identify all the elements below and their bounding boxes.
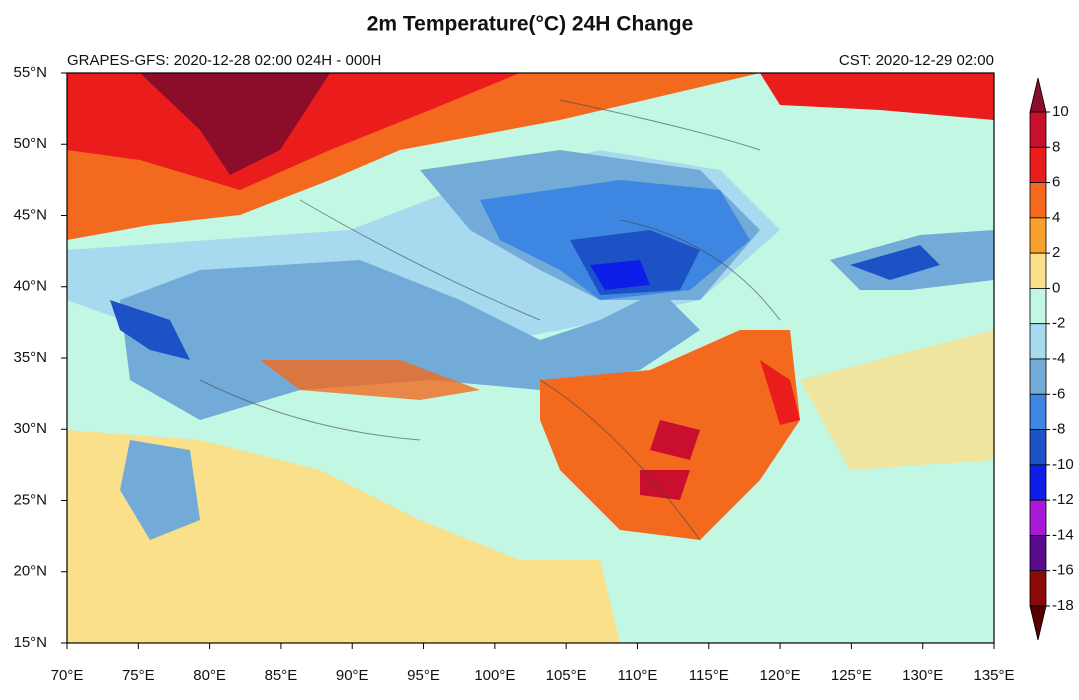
y-tick-label: 45°N xyxy=(13,206,47,223)
x-tick-label: 100°E xyxy=(474,667,515,684)
colorbar-label: -18 xyxy=(1052,597,1074,614)
x-tick-label: 75°E xyxy=(122,667,155,684)
colorbar-end xyxy=(1029,77,1047,113)
x-tick-label: 95°E xyxy=(407,667,440,684)
colorbar-bin xyxy=(1029,358,1047,395)
colorbar-label: -14 xyxy=(1052,526,1074,543)
colorbar-label: 8 xyxy=(1052,138,1060,155)
colorbar-bin xyxy=(1029,393,1047,430)
y-tick-label: 20°N xyxy=(13,563,47,580)
colorbar-label: -6 xyxy=(1052,385,1065,402)
colorbar-label: 10 xyxy=(1052,103,1069,120)
x-tick-label: 70°E xyxy=(51,667,84,684)
x-tick-label: 80°E xyxy=(193,667,226,684)
x-tick-label: 130°E xyxy=(902,667,943,684)
colorbar-bin xyxy=(1029,182,1047,219)
colorbar-bin xyxy=(1029,464,1047,501)
colorbar-label: -8 xyxy=(1052,421,1065,438)
colorbar-label: 4 xyxy=(1052,209,1060,226)
x-tick-label: 90°E xyxy=(336,667,369,684)
temperature-field xyxy=(67,73,994,643)
colorbar-bin xyxy=(1029,111,1047,148)
colorbar-end xyxy=(1029,605,1047,641)
x-tick-label: 110°E xyxy=(618,667,658,684)
colorbar-bin xyxy=(1029,429,1047,466)
colorbar-label: -16 xyxy=(1052,562,1074,579)
colorbar-label: 2 xyxy=(1052,244,1060,261)
colorbar-label: 6 xyxy=(1052,174,1060,191)
colorbar-bin xyxy=(1029,217,1047,254)
colorbar-label: -4 xyxy=(1052,350,1065,367)
x-tick-label: 120°E xyxy=(760,667,801,684)
colorbar-bin xyxy=(1029,288,1047,325)
y-tick-label: 50°N xyxy=(13,135,47,152)
title: 2m Temperature(°C) 24H Change xyxy=(367,13,694,36)
subtitle-right: CST: 2020-12-29 02:00 xyxy=(839,52,994,69)
y-tick-label: 40°N xyxy=(13,278,47,295)
x-tick-label: 125°E xyxy=(831,667,872,684)
y-tick-label: 55°N xyxy=(13,64,47,81)
y-tick-label: 25°N xyxy=(13,491,47,508)
y-tick-label: 35°N xyxy=(13,349,47,366)
colorbar-bin xyxy=(1029,146,1047,183)
colorbar-label: -12 xyxy=(1052,491,1074,508)
colorbar-bin xyxy=(1029,323,1047,360)
colorbar-bin xyxy=(1029,252,1047,289)
colorbar-label: -10 xyxy=(1052,456,1074,473)
y-tick-label: 30°N xyxy=(13,420,47,437)
x-tick-label: 135°E xyxy=(973,667,1014,684)
colorbar-bin xyxy=(1029,570,1047,607)
colorbar-bin xyxy=(1029,499,1047,536)
y-tick-label: 15°N xyxy=(13,634,47,651)
colorbar-bin xyxy=(1029,535,1047,572)
subtitle-left: GRAPES-GFS: 2020-12-28 02:00 024H - 000H xyxy=(67,52,381,69)
colorbar-label: -2 xyxy=(1052,315,1065,332)
colorbar-label: 0 xyxy=(1052,279,1060,296)
x-tick-label: 85°E xyxy=(265,667,298,684)
x-tick-label: 115°E xyxy=(689,667,729,684)
x-tick-label: 105°E xyxy=(546,667,587,684)
